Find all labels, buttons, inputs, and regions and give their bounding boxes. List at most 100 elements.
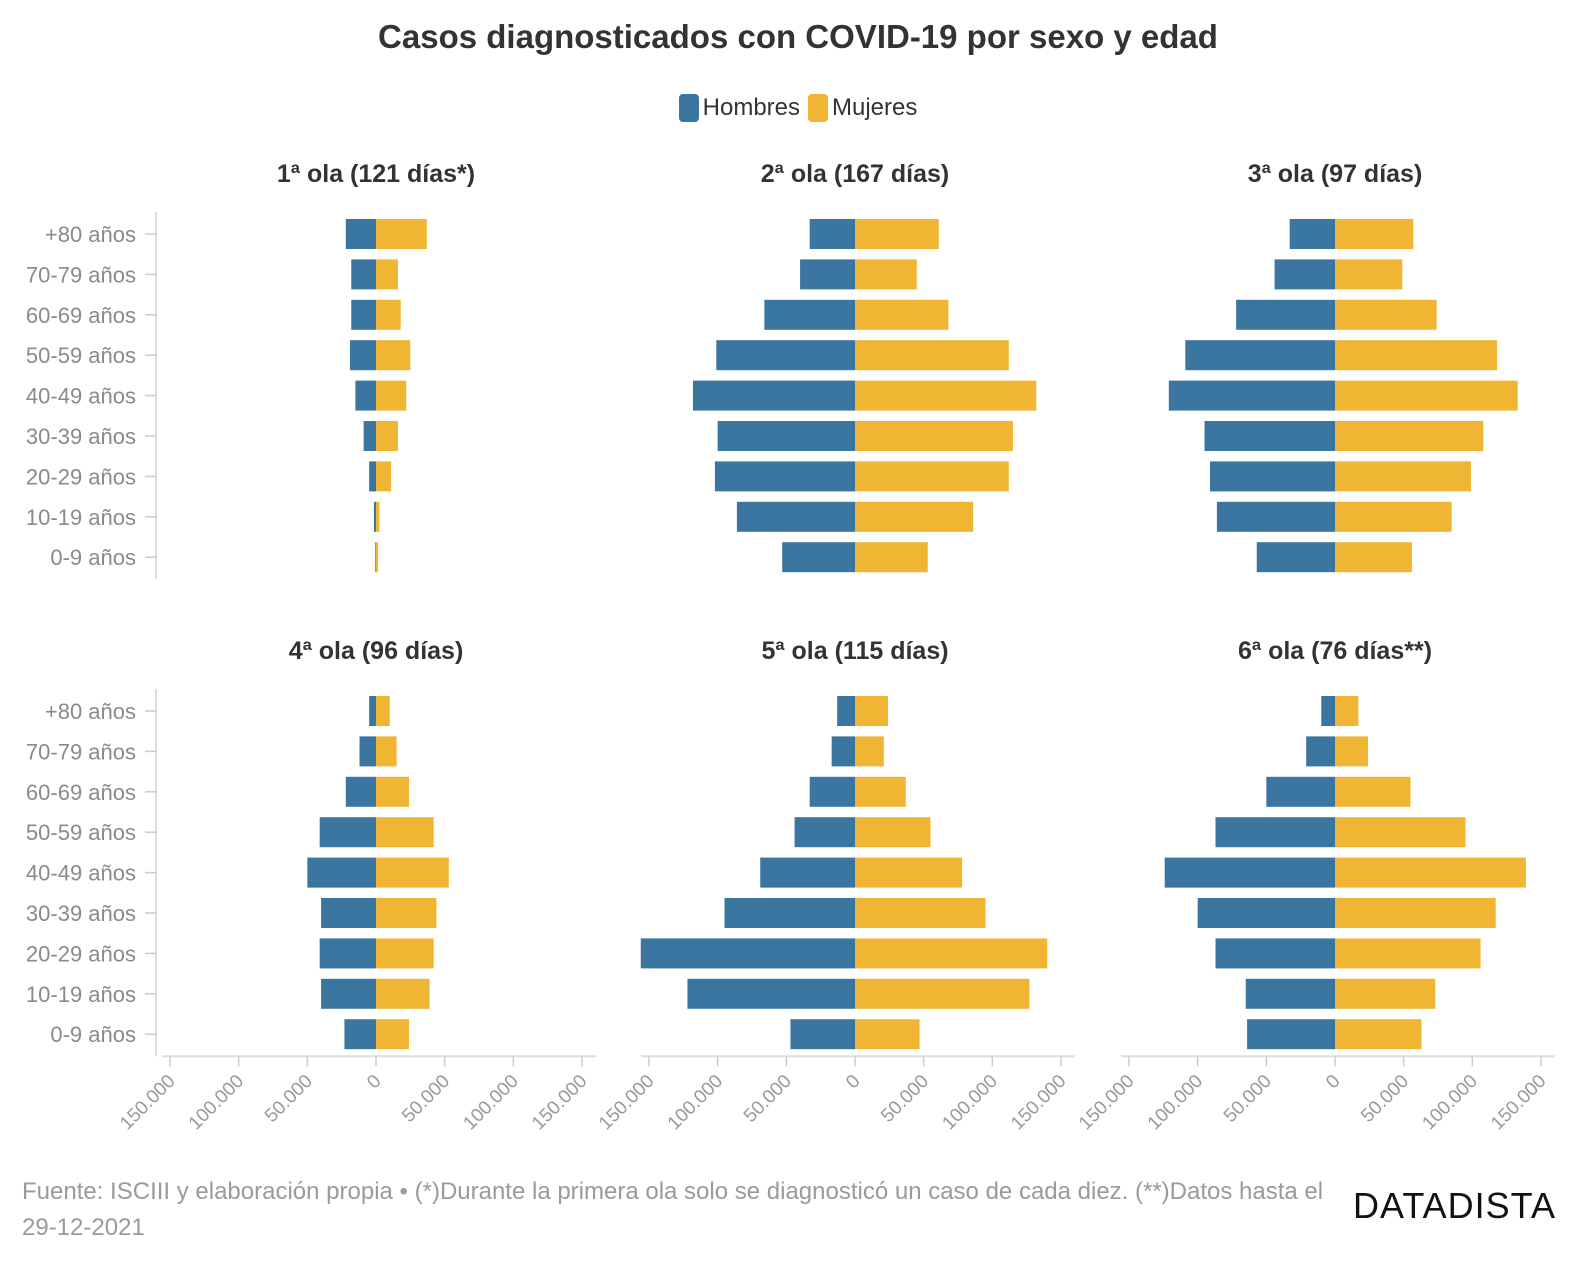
bar-mujeres xyxy=(855,340,1009,371)
footer-source-note: Fuente: ISCIII y elaboración propia • (*… xyxy=(22,1178,1324,1241)
bar-mujeres xyxy=(1335,736,1368,767)
brand-logo: DATADISTA xyxy=(1353,1185,1557,1226)
panel-title: 4ª ola (96 días) xyxy=(289,637,464,665)
bar-hombres xyxy=(831,736,855,767)
panel-title: 5ª ola (115 días) xyxy=(761,637,948,665)
y-tick-label: 70-79 años xyxy=(26,739,136,764)
bar-mujeres xyxy=(1335,978,1436,1009)
bar-mujeres xyxy=(376,696,390,726)
bar-mujeres xyxy=(1335,938,1481,969)
bar-mujeres xyxy=(376,978,430,1009)
bar-mujeres xyxy=(1335,696,1359,726)
bar-hombres xyxy=(790,1019,855,1050)
bar-mujeres xyxy=(376,219,427,249)
bar-mujeres xyxy=(376,380,407,411)
y-tick-label: 50-59 años xyxy=(26,343,136,368)
bar-mujeres xyxy=(376,501,380,532)
legend-label-mujeres: Mujeres xyxy=(832,94,918,121)
panel-title: 3ª ola (97 días) xyxy=(1248,160,1423,188)
bar-mujeres xyxy=(855,461,1009,492)
bar-hombres xyxy=(1215,938,1335,969)
y-tick-label: 0-9 años xyxy=(50,1022,136,1047)
x-tick-label: 100.000 xyxy=(459,1071,522,1134)
bar-hombres xyxy=(1266,776,1335,807)
bar-hombres xyxy=(782,542,855,573)
bar-mujeres xyxy=(855,219,939,249)
bar-mujeres xyxy=(1335,542,1412,573)
bar-mujeres xyxy=(855,299,949,330)
bar-mujeres xyxy=(855,501,974,532)
bar-mujeres xyxy=(376,421,398,451)
bar-hombres xyxy=(359,736,376,767)
bar-hombres xyxy=(800,259,855,290)
x-tick-label: 50.000 xyxy=(261,1071,317,1127)
bar-mujeres xyxy=(376,736,397,767)
bar-hombres xyxy=(344,1019,376,1050)
y-tick-label: 20-29 años xyxy=(26,464,136,489)
x-tick-label: 150.000 xyxy=(528,1071,591,1134)
bar-mujeres xyxy=(376,817,434,848)
bar-mujeres xyxy=(1335,340,1498,371)
bar-hombres xyxy=(1236,299,1335,330)
bar-mujeres xyxy=(1335,219,1414,249)
bar-mujeres xyxy=(376,898,437,928)
bar-hombres xyxy=(1247,1019,1335,1050)
x-tick-label: 0 xyxy=(363,1071,385,1093)
x-tick-label: 150.000 xyxy=(1007,1071,1070,1134)
bar-hombres xyxy=(307,857,376,888)
bar-hombres xyxy=(363,421,376,451)
legend: Hombres Mujeres xyxy=(0,94,1596,122)
y-tick-label: 70-79 años xyxy=(26,262,136,287)
bar-hombres xyxy=(1321,696,1335,726)
bar-mujeres xyxy=(376,938,434,969)
bar-mujeres xyxy=(855,817,931,848)
bar-hombres xyxy=(321,978,376,1009)
bar-mujeres xyxy=(855,1019,920,1050)
panel-title: 6ª ola (76 días**) xyxy=(1238,637,1432,665)
bar-mujeres xyxy=(376,340,411,371)
bar-hombres xyxy=(1164,857,1335,888)
bar-mujeres xyxy=(855,696,888,726)
bar-mujeres xyxy=(855,978,1030,1009)
x-tick-label: 150.000 xyxy=(1487,1071,1550,1134)
bar-hombres xyxy=(349,340,376,371)
y-tick-label: +80 años xyxy=(45,699,136,724)
bar-mujeres xyxy=(1335,1019,1422,1050)
bar-mujeres xyxy=(1335,898,1496,928)
bar-hombres xyxy=(351,259,376,290)
bar-hombres xyxy=(345,219,376,249)
bar-hombres xyxy=(369,696,376,726)
bar-hombres xyxy=(1274,259,1335,290)
y-tick-label: 40-49 años xyxy=(26,384,136,409)
panel-title: 1ª ola (121 días*) xyxy=(277,160,475,188)
bar-mujeres xyxy=(855,857,963,888)
bar-mujeres xyxy=(855,938,1048,969)
bar-mujeres xyxy=(1335,501,1452,532)
y-tick-label: 50-59 años xyxy=(26,820,136,845)
bar-mujeres xyxy=(855,380,1037,411)
bar-hombres xyxy=(369,461,376,492)
legend-item-mujeres[interactable]: Mujeres xyxy=(808,94,917,122)
y-tick-label: 30-39 años xyxy=(26,901,136,926)
bar-hombres xyxy=(351,299,376,330)
bar-hombres xyxy=(692,380,855,411)
bar-mujeres xyxy=(855,542,928,573)
bar-hombres xyxy=(809,219,855,249)
legend-label-hombres: Hombres xyxy=(702,94,800,121)
x-tick-label: 100.000 xyxy=(1144,1071,1207,1134)
bar-mujeres xyxy=(855,421,1013,451)
bar-mujeres xyxy=(376,542,379,573)
bar-hombres xyxy=(1197,898,1335,928)
bar-mujeres xyxy=(1335,776,1411,807)
bar-hombres xyxy=(321,898,376,928)
bar-mujeres xyxy=(855,736,884,767)
bar-hombres xyxy=(1210,461,1335,492)
y-tick-label: 20-29 años xyxy=(26,941,136,966)
bar-mujeres xyxy=(376,259,398,290)
x-tick-label: 0 xyxy=(1322,1071,1344,1093)
x-tick-label: 100.000 xyxy=(185,1071,248,1134)
x-tick-label: 50.000 xyxy=(1357,1071,1413,1127)
bar-hombres xyxy=(837,696,855,726)
legend-item-hombres[interactable]: Hombres xyxy=(678,94,800,122)
